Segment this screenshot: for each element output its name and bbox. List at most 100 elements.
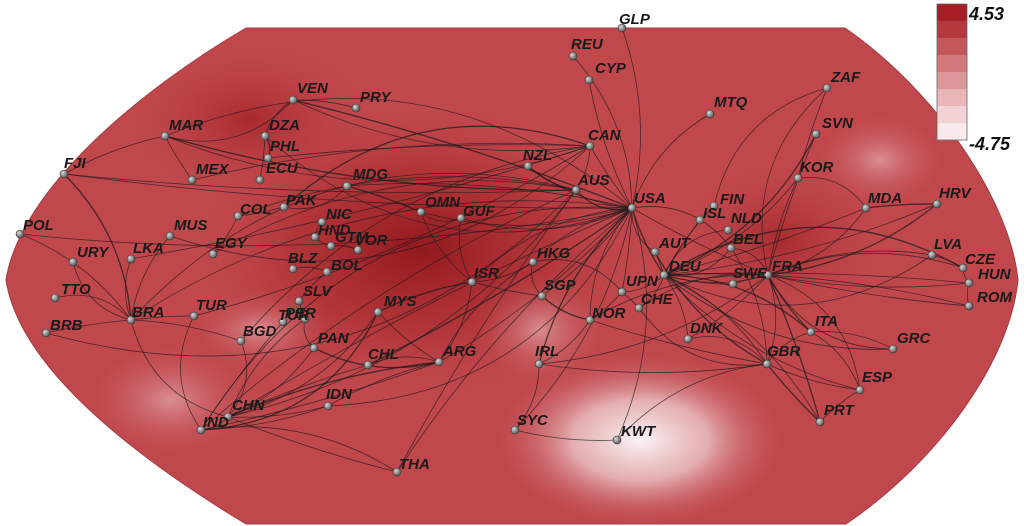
node-label: SVN: [822, 115, 854, 132]
network-edge: [818, 389, 861, 424]
network-edge: [458, 216, 473, 283]
country-node-egy: EGY: [208, 235, 249, 259]
network-edge: [587, 78, 633, 209]
node-marker: [416, 207, 426, 217]
network-edge: [365, 207, 633, 367]
node-marker: [208, 249, 218, 259]
node-label: MUS: [174, 217, 207, 234]
network-edge: [663, 204, 716, 276]
network-edge: [470, 207, 633, 284]
node-marker: [322, 267, 332, 277]
node-marker: [300, 314, 310, 324]
node-label: HND: [318, 222, 351, 239]
legend-swatch: [937, 72, 967, 90]
node-marker: [612, 435, 622, 445]
network-edge: [620, 207, 633, 294]
legend-swatch: [937, 106, 967, 124]
country-node-glp: GLP: [617, 11, 651, 33]
node-marker: [456, 213, 466, 223]
color-legend: 4.53 -4.75: [936, 3, 1011, 154]
node-marker: [811, 129, 821, 139]
node-marker: [278, 317, 288, 327]
node-marker: [279, 202, 289, 212]
node-label: URY: [77, 244, 110, 261]
network-edge: [130, 234, 172, 321]
network-edge: [729, 246, 769, 276]
country-node-idn: IDN: [323, 386, 353, 411]
node-label: AUT: [658, 235, 692, 252]
node-label: HUN: [978, 266, 1012, 283]
node-label: GLP: [619, 11, 651, 28]
network-edge: [376, 310, 440, 363]
network-edge: [192, 145, 591, 318]
country-node-svn: SVN: [811, 115, 854, 139]
node-marker: [762, 359, 772, 369]
node-label: TUR: [278, 307, 309, 324]
country-node-mtq: MTQ: [705, 94, 748, 119]
node-marker: [41, 328, 51, 338]
legend-swatch: [937, 38, 967, 56]
network-edge: [282, 125, 591, 209]
network-edge: [239, 145, 591, 343]
network-edge: [513, 207, 633, 432]
node-marker: [15, 229, 25, 239]
node-label: VOR: [355, 232, 388, 249]
node-marker: [255, 175, 265, 185]
network-edge: [263, 134, 633, 233]
node-label: ZAF: [830, 69, 861, 86]
node-marker: [650, 247, 660, 257]
country-node-ind: IND: [196, 414, 229, 435]
node-marker: [585, 141, 595, 151]
node-label: NOR: [592, 305, 626, 322]
network-edge: [616, 207, 647, 442]
node-label: TUR: [196, 297, 227, 314]
network-edge: [130, 319, 243, 342]
node-label: AUS: [577, 172, 610, 189]
node-label: NIC: [326, 206, 353, 223]
legend-swatch: [937, 89, 967, 107]
network-edge: [588, 207, 633, 322]
country-node-mar: MAR: [160, 117, 203, 141]
network-edge: [292, 99, 358, 109]
network-edge: [663, 246, 732, 277]
node-label: IRL: [535, 343, 559, 360]
country-node-irl: IRL: [534, 343, 559, 369]
node-marker: [326, 241, 336, 251]
legend-color-scale: [936, 3, 968, 141]
country-node-lka: LKA: [126, 240, 164, 264]
node-marker: [294, 296, 304, 306]
country-node-che: CHE: [634, 291, 674, 313]
network-edge: [129, 172, 577, 322]
node-label: BEL: [733, 231, 763, 248]
country-node-pry: PRY: [351, 89, 393, 113]
network-edge: [663, 254, 934, 306]
country-node-usa: USA: [627, 190, 666, 213]
country-node-nld: NLD: [723, 210, 762, 235]
country-node-phl: PHL: [263, 138, 300, 163]
node-marker: [233, 211, 243, 221]
node-marker: [659, 270, 669, 280]
node-label: PHL: [270, 138, 300, 155]
node-label: MAR: [169, 117, 203, 134]
network-edge: [767, 274, 862, 392]
network-edge: [663, 131, 818, 276]
network-edge: [797, 176, 867, 210]
network-edge: [420, 210, 473, 283]
network-edge: [730, 246, 768, 365]
network-edge: [199, 189, 577, 432]
country-node-vor: VOR: [353, 232, 388, 255]
country-node-blz: BLZ: [288, 250, 318, 274]
country-node-fin: FIN: [709, 191, 745, 211]
network-edge: [663, 226, 966, 276]
country-node-reu: REU: [568, 36, 604, 61]
network-edge: [514, 429, 619, 442]
node-label: SYC: [517, 412, 549, 429]
network-edge: [513, 363, 540, 432]
network-edge: [471, 261, 535, 283]
country-node-ury: URY: [68, 244, 110, 267]
node-marker: [310, 232, 320, 242]
network-edge: [810, 331, 895, 350]
node-label: BRA: [132, 304, 165, 321]
country-node-mex: MEX: [187, 161, 230, 185]
node-label: SLV: [303, 283, 333, 300]
